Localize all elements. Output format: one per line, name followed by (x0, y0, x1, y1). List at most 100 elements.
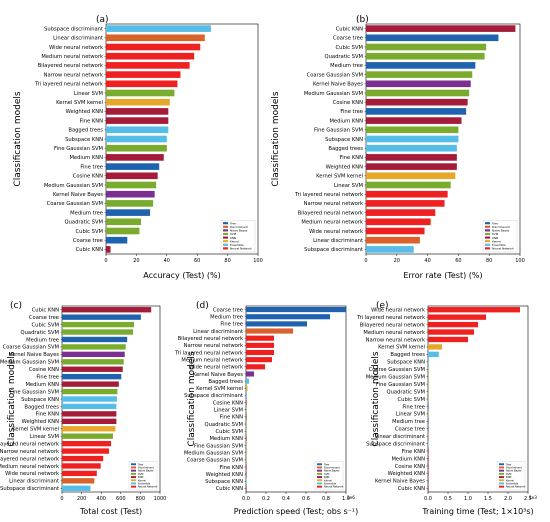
bar-label: Subspace discriminant (184, 393, 243, 399)
y-axis-label: Classification models (187, 351, 197, 446)
bar (246, 335, 274, 341)
bar (62, 381, 119, 387)
bar-label: Quadratic SVM (21, 330, 59, 336)
bar (62, 478, 95, 484)
legend-swatch (485, 240, 490, 243)
bar (428, 485, 429, 491)
bar (428, 321, 478, 328)
axis-exponent: 1e3 (529, 495, 537, 500)
x-axis-label: Prediction speed (Test; obs s⁻¹) (234, 507, 359, 516)
bar (428, 411, 429, 417)
bar-label: Quadratic SVM (65, 220, 103, 226)
bar-label: Tri layered neural network (174, 350, 243, 356)
bar (106, 209, 151, 216)
bar (366, 34, 499, 42)
bar-label: Coarse Gaussian SVM (369, 367, 425, 373)
legend-entry: Discriminant (492, 225, 511, 229)
bar-label: Medium neural network (0, 464, 59, 470)
legend-box (482, 219, 518, 253)
bar (106, 25, 211, 32)
bar-label: Medium tree (70, 210, 103, 216)
legend-swatch (131, 466, 136, 469)
bar (246, 349, 274, 356)
legend-swatch (499, 485, 504, 488)
bar-label: Wide neural network (49, 45, 103, 51)
bar-label: Subspace KNN (65, 137, 103, 143)
bar (428, 403, 429, 410)
x-axis-label: Accuracy (Test) (%) (143, 271, 220, 280)
bar (246, 414, 247, 420)
bar (106, 144, 167, 152)
bar-label: Medium tree (210, 315, 243, 321)
legend-entry: Ensemble (138, 482, 151, 486)
legend-box (314, 461, 344, 491)
bar-label: Cubic KNN (398, 486, 425, 492)
bar (106, 52, 195, 60)
bar-label: Fine KNN (402, 449, 425, 455)
bar (428, 307, 520, 313)
bar (106, 126, 169, 134)
y-axis-label: Classification models (371, 351, 381, 446)
bar-label: Fine KNN (220, 465, 243, 471)
legend-swatch (499, 469, 504, 472)
panel-label: (b) (356, 15, 369, 25)
bar-label: Linear SVM (30, 434, 59, 440)
bar (246, 328, 293, 334)
bar (366, 154, 457, 161)
bar-label: Linear discriminant (313, 238, 363, 244)
x-tick-label: 100 (515, 258, 525, 264)
bar (366, 43, 487, 51)
legend-swatch (131, 476, 136, 479)
bar (428, 448, 429, 454)
bar (106, 108, 169, 115)
bar-label: Tri layered neural network (34, 82, 103, 88)
bar-label: Medium tree (26, 337, 59, 343)
bar (62, 403, 117, 410)
legend-entry: Naive Bayes (506, 469, 522, 473)
panel-label: (a) (96, 15, 109, 25)
legend-entry: KNN (506, 475, 511, 479)
bar-label: Kernel Naive Bayes (53, 192, 103, 198)
bar-label: Linear discriminant (193, 329, 243, 335)
legend-swatch (317, 482, 322, 485)
x-tick-label: 0.0 (242, 496, 250, 502)
legend-entry: Discriminant (324, 466, 340, 470)
bar-label: Subspace discriminant (366, 441, 425, 447)
bar (246, 428, 247, 434)
bar (366, 200, 445, 207)
bar (246, 450, 247, 456)
bar (428, 374, 429, 380)
bar (366, 227, 425, 235)
bar-label: Weighted KNN (388, 471, 425, 477)
bar-label: Linear discriminant (9, 479, 59, 485)
bar (428, 381, 429, 387)
bar-label: Subspace discriminant (44, 26, 103, 32)
bar-label: Kernel Naive Bayes (375, 479, 425, 485)
x-tick-label: 60 (455, 258, 461, 264)
bar (246, 471, 247, 477)
legend-swatch (223, 240, 228, 243)
legend-swatch (499, 466, 504, 469)
legend-swatch (485, 225, 490, 228)
bar-label: Wide neural network (189, 365, 243, 371)
bar (428, 344, 442, 350)
bar (62, 359, 124, 365)
bar (366, 181, 451, 189)
bar (106, 227, 140, 235)
bar (246, 442, 247, 449)
bar-label: Narrow neural network (44, 72, 103, 78)
bar (62, 344, 126, 350)
legend-swatch (485, 247, 490, 250)
bar-label: Fine KNN (220, 415, 243, 421)
legend-entry: Kernel (138, 478, 146, 482)
bar (246, 435, 247, 441)
bar (366, 209, 436, 216)
bar-label: Medium Gaussian SVM (184, 450, 243, 456)
bar-label: Medium Gaussian SVM (304, 91, 363, 97)
bar-label: Medium KNN (391, 456, 425, 462)
bar (428, 366, 429, 372)
axis-exponent: 1e6 (347, 495, 355, 500)
legend-swatch (317, 472, 322, 475)
bar-label: Cubic SVM (76, 229, 103, 235)
